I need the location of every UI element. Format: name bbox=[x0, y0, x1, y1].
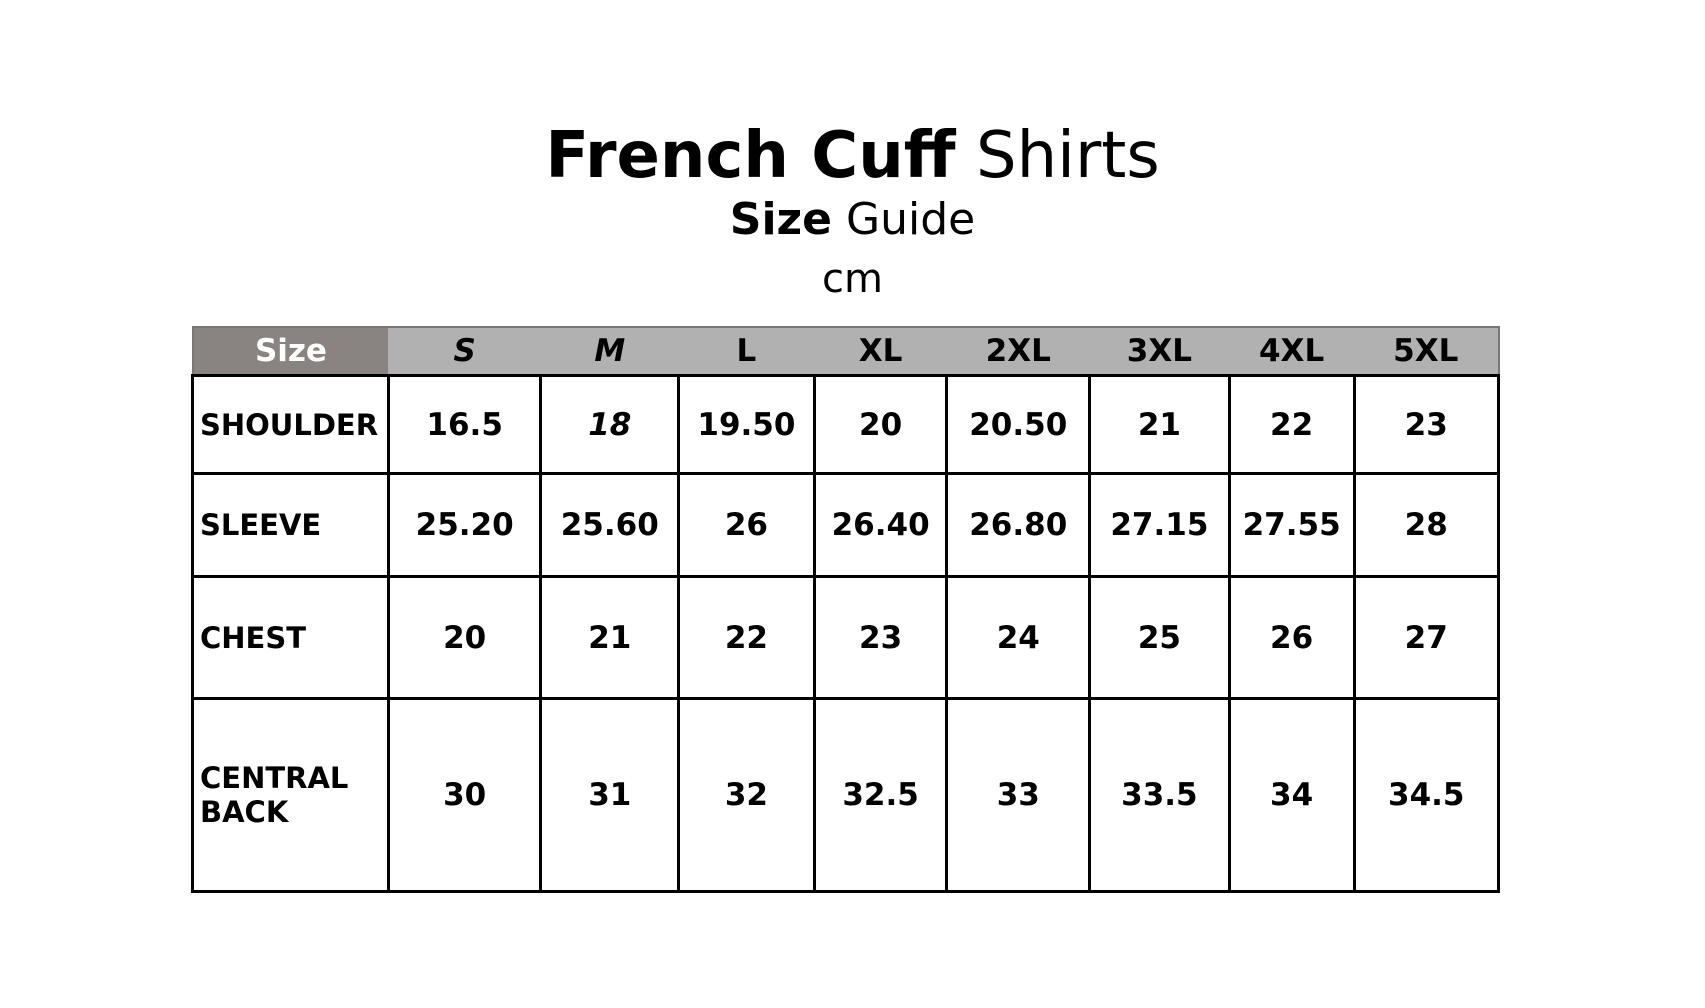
size-table: Size S M L XL 2XL 3XL 4XL 5XL SHOULDER 16.5 18 19.… bbox=[191, 326, 1500, 893]
table-cell: 34.5 bbox=[1352, 697, 1500, 893]
title-light: Shirts bbox=[975, 119, 1160, 193]
table-cell: 21 bbox=[539, 575, 681, 700]
table-cell: 20 bbox=[812, 374, 949, 475]
table-cell: 26.40 bbox=[812, 472, 949, 578]
header-size-3xl: 3XL bbox=[1089, 326, 1230, 377]
table-cell: 25.20 bbox=[386, 472, 543, 578]
unit-label: cm bbox=[822, 256, 883, 302]
table-cell: 27.55 bbox=[1227, 472, 1356, 578]
table-cell: 26.80 bbox=[945, 472, 1092, 578]
table-cell: 18 bbox=[539, 374, 681, 475]
header-size-l: L bbox=[678, 326, 815, 377]
table-cell: 31 bbox=[539, 697, 681, 893]
header-size-2xl: 2XL bbox=[946, 326, 1090, 377]
table-cell: 27 bbox=[1352, 575, 1500, 700]
table-cell: 25 bbox=[1088, 575, 1231, 700]
table-cell: 19.50 bbox=[677, 374, 816, 475]
page-subtitle: Size Guide bbox=[0, 192, 1705, 248]
table-cell: 23 bbox=[1352, 374, 1500, 475]
table-cell: 32.5 bbox=[812, 697, 949, 893]
table-cell: 28 bbox=[1352, 472, 1500, 578]
table-cell: 24 bbox=[945, 575, 1092, 700]
table-cell: 30 bbox=[386, 697, 543, 893]
table-cell: 26 bbox=[1227, 575, 1356, 700]
table-cell: 33 bbox=[945, 697, 1092, 893]
table-cell: 23 bbox=[812, 575, 949, 700]
table-cell: 20 bbox=[386, 575, 543, 700]
table-cell: 34 bbox=[1227, 697, 1356, 893]
header-size-5xl: 5XL bbox=[1354, 326, 1500, 377]
table-cell: 32 bbox=[677, 697, 816, 893]
header-size-s: S bbox=[388, 326, 541, 377]
row-label: SHOULDER bbox=[191, 374, 390, 475]
header-size-label: Size bbox=[191, 326, 389, 377]
table-cell: 21 bbox=[1088, 374, 1231, 475]
table-cell: 27.15 bbox=[1088, 472, 1231, 578]
row-label: SLEEVE bbox=[191, 472, 390, 578]
table-cell: 25.60 bbox=[539, 472, 681, 578]
table-cell: 33.5 bbox=[1088, 697, 1231, 893]
table-row: CHEST 20 21 22 23 24 25 26 27 bbox=[191, 575, 1500, 700]
subtitle-bold: Size bbox=[729, 194, 832, 245]
page-title: French Cuff Shirts bbox=[0, 116, 1705, 196]
table-cell: 20.50 bbox=[945, 374, 1092, 475]
header-size-4xl: 4XL bbox=[1229, 326, 1354, 377]
table-cell: 22 bbox=[1227, 374, 1356, 475]
table-row: SLEEVE 25.20 25.60 26 26.40 26.80 27.15 27.55 28 bbox=[191, 472, 1500, 578]
header-size-m: M bbox=[540, 326, 679, 377]
table-cell: 26 bbox=[677, 472, 816, 578]
title-bold: French Cuff bbox=[545, 119, 956, 193]
row-label: CENTRAL BACK bbox=[191, 697, 390, 893]
subtitle-light: Guide bbox=[846, 194, 976, 245]
header-size-xl: XL bbox=[814, 326, 947, 377]
table-row: CENTRAL BACK 30 31 32 32.5 33 33.5 34 34.5 bbox=[191, 697, 1500, 893]
table-cell: 16.5 bbox=[386, 374, 543, 475]
header-row: Size S M L XL 2XL 3XL 4XL 5XL bbox=[191, 326, 1500, 377]
table-cell: 22 bbox=[677, 575, 816, 700]
row-label: CHEST bbox=[191, 575, 390, 700]
table-row: SHOULDER 16.5 18 19.50 20 20.50 21 22 23 bbox=[191, 374, 1500, 475]
